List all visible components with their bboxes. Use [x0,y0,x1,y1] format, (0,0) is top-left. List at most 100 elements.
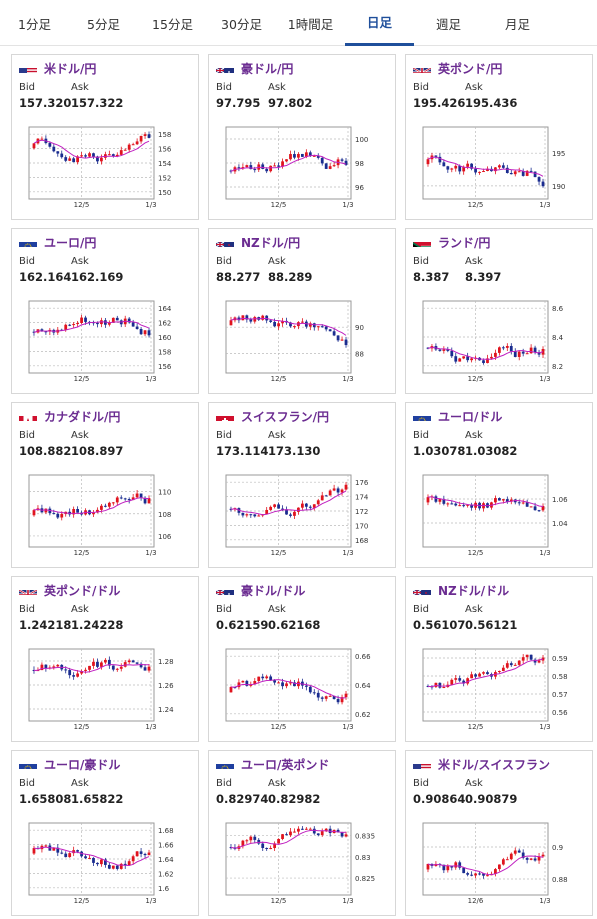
pair-header[interactable]: 米ドル/スイスフラン [413,756,550,772]
candle-body [52,513,56,515]
pair-card[interactable]: 米ドル/スイスフラン Bid Ask 0.90864 0.90879 0.88 0.9 12/… [405,750,593,916]
pair-header[interactable]: 豪ドル/円 [216,60,293,76]
pair-name[interactable]: 豪ドル/ドル [241,583,306,598]
pair-header[interactable]: カナダドル/円 [19,408,120,424]
tab-weekly[interactable]: 週足 [435,16,461,32]
price-chart[interactable]: 168 170 172 174 176 12/5 1/3 [216,469,386,557]
price-chart[interactable]: 88 90 12/5 1/3 [216,295,386,383]
pair-card[interactable]: ユーロ/豪ドル Bid Ask 1.65808 1.65822 1.6 1.62 1.64 1.… [11,750,199,916]
pair-header[interactable]: スイスフラン/円 [216,408,329,424]
candle-body [304,152,308,157]
x-tick-label: 12/5 [271,201,287,209]
tab-5min[interactable]: 5分足 [87,16,120,32]
pair-name[interactable]: ユーロ/ドル [438,409,503,424]
candle-body [107,864,111,869]
price-chart[interactable]: 190 195 12/5 1/3 [413,121,583,209]
pair-name[interactable]: NZドル/円 [241,235,301,250]
pair-header[interactable]: ユーロ/円 [19,234,96,250]
pair-card[interactable]: カナダドル/円 Bid Ask 108.882 108.897 106 108 110 12/5… [11,402,199,568]
ask-label: Ask [465,82,483,93]
pair-name[interactable]: ユーロ/円 [44,235,97,250]
tab-daily[interactable]: 日足 [345,0,414,46]
pair-card[interactable]: スイスフラン/円 Bid Ask 173.114 173.130 168 170 172 174… [208,402,396,568]
price-chart[interactable]: 1.24 1.26 1.28 12/5 1/3 [19,643,189,731]
moving-average-line [427,156,544,177]
tab-15min[interactable]: 15分足 [152,16,193,32]
pair-header[interactable]: NZドル/円 [216,234,300,250]
price-chart[interactable]: 1.6 1.62 1.64 1.66 1.68 12/5 1/3 [19,817,189,905]
pair-name[interactable]: 米ドル/円 [44,61,97,76]
pair-card[interactable]: ユーロ/円 Bid Ask 162.164 162.169 156 158 160 162 164… [11,228,199,394]
price-chart[interactable]: 106 108 110 12/5 1/3 [19,469,189,557]
candle-body [328,490,332,496]
candle-body [474,168,477,173]
candle-body [304,828,308,830]
candle-body [281,682,284,687]
y-tick-label: 174 [355,494,369,502]
pair-name[interactable]: 英ポンド/ドル [44,583,121,598]
candle-body [297,828,300,832]
tab-30min[interactable]: 30分足 [221,16,262,32]
y-tick-label: 170 [355,522,368,530]
candle-body [344,160,348,165]
candlestick-chart: 8.2 8.4 8.6 12/5 1/3 [422,300,564,383]
pair-name[interactable]: ランド/円 [438,235,491,250]
pair-card[interactable]: 豪ドル/円 Bid Ask 97.795 97.802 96 98 100 12/5 1/3 [208,54,396,220]
price-chart[interactable]: 150 152 154 156 158 12/5 1/3 [19,121,189,209]
pair-header[interactable]: 英ポンド/円 [413,60,502,76]
pair-name[interactable]: スイスフラン/円 [241,409,330,424]
pair-card[interactable]: 英ポンド/ドル Bid Ask 1.24218 1.24228 1.24 1.26 1.28 1… [11,576,199,742]
candle-body [297,153,300,158]
pair-header[interactable]: 米ドル/円 [19,60,96,76]
pair-name[interactable]: 英ポンド/円 [438,61,503,76]
price-chart[interactable]: 156 158 160 162 164 12/5 1/3 [19,295,189,383]
moving-average-line [33,139,150,159]
pair-header[interactable]: NZドル/ドル [413,582,509,598]
pair-header[interactable]: ランド/円 [413,234,490,250]
x-tick-label: 12/5 [74,897,90,905]
pair-card[interactable]: ユーロ/英ポンド Bid Ask 0.82974 0.82982 0.825 0.83 0.8… [208,750,396,916]
pair-header[interactable]: ユーロ/豪ドル [19,756,120,772]
tab-monthly[interactable]: 月足 [504,16,530,32]
pair-header[interactable]: 豪ドル/ドル [216,582,305,598]
y-tick-label: 1.64 [158,856,174,864]
bid-label: Bid [216,256,232,267]
candle-body [316,326,320,328]
pair-name[interactable]: NZドル/ドル [438,583,510,598]
ask-value: 97.802 [268,96,313,110]
price-chart[interactable]: 1.04 1.06 12/5 1/3 [413,469,583,557]
candle-body [281,161,284,167]
candle-body [281,834,284,839]
candle-body [64,669,68,671]
price-chart[interactable]: 96 98 100 12/5 1/3 [216,121,386,209]
price-chart[interactable]: 0.62 0.64 0.66 12/5 1/3 [216,643,386,731]
pair-name[interactable]: 豪ドル/円 [241,61,294,76]
pair-card[interactable]: NZドル/円 Bid Ask 88.277 88.289 88 90 12/5 1/3 [208,228,396,394]
candle-body [517,660,521,665]
price-chart[interactable]: 8.2 8.4 8.6 12/5 1/3 [413,295,583,383]
price-chart[interactable]: 0.56 0.57 0.58 0.59 12/5 1/3 [413,643,583,731]
pair-card[interactable]: ユーロ/ドル Bid Ask 1.03078 1.03082 1.04 1.06 12/5 1/… [405,402,593,568]
pair-name[interactable]: 米ドル/スイスフラン [438,757,551,772]
pair-name[interactable]: ユーロ/豪ドル [44,757,121,772]
pair-name[interactable]: ユーロ/英ポンド [241,757,330,772]
pair-header[interactable]: ユーロ/ドル [413,408,502,424]
pair-card[interactable]: 豪ドル/ドル Bid Ask 0.62159 0.62168 0.62 0.64 0.66 12… [208,576,396,742]
pair-header[interactable]: ユーロ/英ポンド [216,756,329,772]
pair-card[interactable]: 米ドル/円 Bid Ask 157.320 157.322 150 152 154 156 158… [11,54,199,220]
price-chart[interactable]: 0.825 0.83 0.835 12/5 1/3 [216,817,386,905]
bid-value: 173.114 [216,444,269,458]
tab-1hour[interactable]: 1時間足 [287,16,334,32]
pair-card[interactable]: NZドル/ドル Bid Ask 0.56107 0.56121 0.56 0.57 0.58 0… [405,576,593,742]
candle-body [344,693,348,698]
pair-name[interactable]: カナダドル/円 [44,409,121,424]
pair-card[interactable]: 英ポンド/円 Bid Ask 195.426 195.436 190 195 12/5 1/3 [405,54,593,220]
candle-body [119,150,123,155]
tab-1min[interactable]: 1分足 [18,16,51,32]
candle-body [76,850,80,852]
price-chart[interactable]: 0.88 0.9 12/6 1/3 [413,817,583,905]
pair-header[interactable]: 英ポンド/ドル [19,582,120,598]
pair-card[interactable]: ランド/円 Bid Ask 8.387 8.397 8.2 8.4 8.6 12/5 1/3 [405,228,593,394]
candle-body [257,839,261,844]
candle-body [76,323,80,325]
